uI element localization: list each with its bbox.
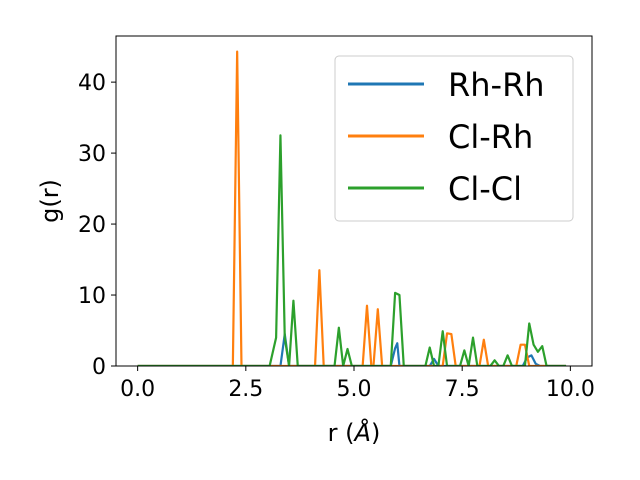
plot-lines bbox=[137, 50, 567, 366]
y-axis-label: g(r) bbox=[36, 179, 64, 223]
x-axis-label-close: ) bbox=[371, 419, 380, 447]
x-axis-ticks: 0.0 2.5 5.0 7.5 10.0 bbox=[120, 366, 595, 402]
x-tick-label: 2.5 bbox=[228, 377, 263, 402]
y-axis-ticks: 0 10 20 30 40 bbox=[78, 71, 116, 380]
legend-label-3: Cl-Cl bbox=[448, 170, 522, 208]
series-line-3 bbox=[137, 134, 567, 366]
legend-box bbox=[334, 55, 574, 222]
y-tick-label: 10 bbox=[78, 284, 106, 309]
x-axis-label: r (Å) bbox=[328, 418, 381, 447]
y-tick-label: 20 bbox=[78, 213, 106, 238]
x-tick-label: 7.5 bbox=[445, 377, 480, 402]
x-axis-label-unit: Å bbox=[353, 418, 371, 447]
x-tick-label: 0.0 bbox=[120, 377, 155, 402]
legend: Rh-Rh Cl-Rh Cl-Cl bbox=[334, 55, 574, 222]
y-tick-label: 30 bbox=[78, 142, 106, 167]
legend-label-2: Cl-Rh bbox=[448, 118, 533, 156]
x-tick-label: 5.0 bbox=[337, 377, 372, 402]
legend-label-1: Rh-Rh bbox=[448, 66, 545, 104]
x-axis-label-main: r ( bbox=[328, 419, 355, 447]
series-line-1 bbox=[137, 332, 567, 366]
x-tick-label: 10.0 bbox=[546, 377, 595, 402]
y-tick-label: 40 bbox=[78, 71, 106, 96]
y-tick-label: 0 bbox=[92, 355, 106, 380]
